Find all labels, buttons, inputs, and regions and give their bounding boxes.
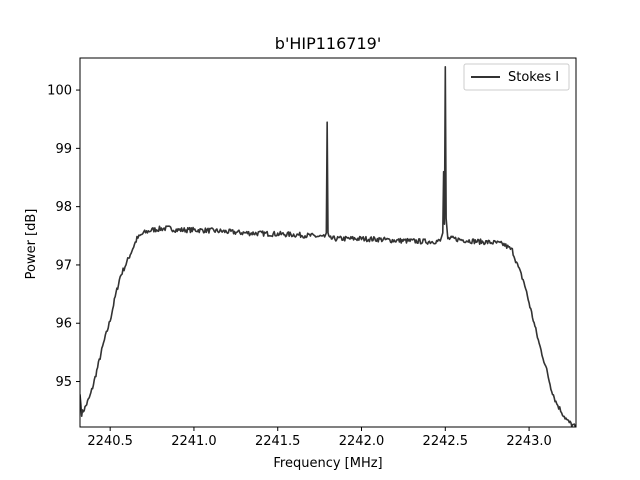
chart-title: b'HIP116719' (275, 34, 381, 53)
y-tick-label: 98 (55, 200, 72, 215)
x-tick-label: 2240.5 (87, 434, 133, 449)
y-tick-label: 96 (55, 317, 72, 332)
legend-entry: Stokes I (508, 70, 559, 85)
x-tick-label: 2243.0 (506, 434, 552, 449)
y-axis: 95 96 97 98 99 100 (47, 84, 80, 390)
x-axis-label: Frequency [MHz] (273, 456, 382, 471)
x-tick-label: 2241.5 (255, 434, 301, 449)
y-tick-label: 97 (55, 258, 72, 273)
x-tick-label: 2242.0 (339, 434, 385, 449)
plot-series (80, 65, 576, 427)
legend: Stokes I (463, 63, 570, 91)
y-tick-label: 99 (55, 142, 72, 157)
x-tick-label: 2241.0 (171, 434, 217, 449)
y-tick-label: 95 (55, 375, 72, 390)
x-tick-label: 2242.5 (423, 434, 469, 449)
y-tick-label: 100 (47, 84, 72, 99)
plot-frame (79, 57, 577, 428)
legend-box (463, 63, 570, 91)
x-axis: 2240.5 2241.0 2241.5 2242.0 2242.5 2243.0 (87, 427, 552, 449)
series-line-stokes-i (80, 65, 576, 427)
y-axis-label: Power [dB] (24, 209, 39, 280)
